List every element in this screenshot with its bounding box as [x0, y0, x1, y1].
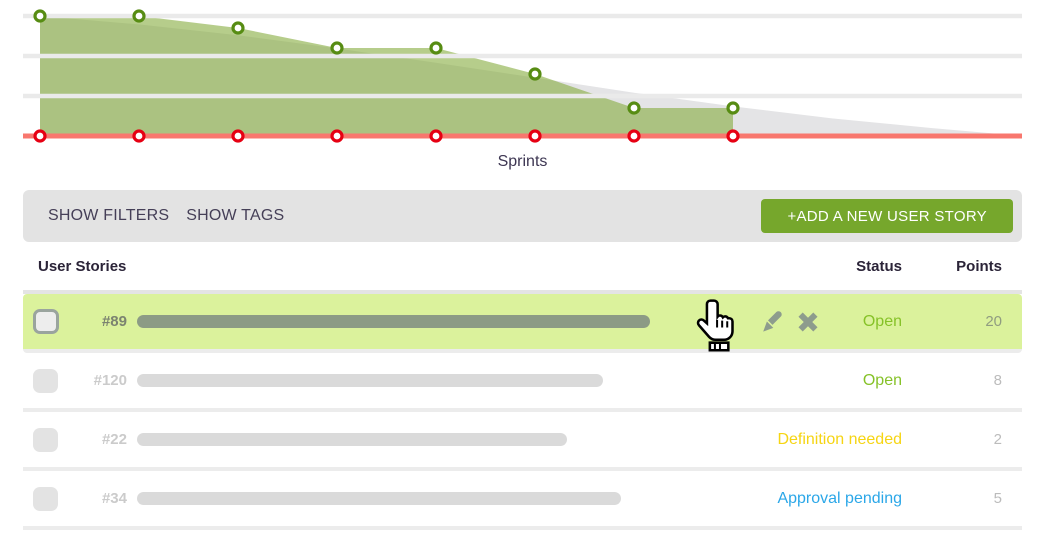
points-value: 2	[993, 431, 1002, 448]
column-header-status: Status	[856, 257, 902, 275]
row-checkbox[interactable]	[33, 368, 58, 393]
row-checkbox[interactable]	[33, 427, 58, 452]
points-value: 8	[993, 372, 1002, 389]
status-label[interactable]: Open	[862, 312, 902, 330]
edit-pencil-icon[interactable]	[760, 310, 784, 334]
story-title-placeholder-bar	[137, 315, 650, 328]
show-tags-button[interactable]: SHOW TAGS	[186, 207, 285, 224]
chart-x-axis-label: Sprints	[497, 153, 548, 170]
row-checkbox[interactable]	[33, 486, 58, 511]
column-header-points: Points	[956, 257, 1002, 275]
user-stories-table: User Stories Status Points #89 Open 20 #…	[23, 242, 1022, 530]
status-label[interactable]: Open	[862, 371, 902, 389]
toolbar: SHOW FILTERS SHOW TAGS +ADD A NEW USER S…	[23, 190, 1022, 242]
story-id: #34	[101, 490, 127, 507]
table-row[interactable]: #34 Approval pending 5	[23, 471, 1022, 530]
column-header-user-stories: User Stories	[38, 257, 127, 275]
table-row[interactable]: #22 Definition needed 2	[23, 412, 1022, 471]
burndown-chart: Sprints	[0, 0, 1045, 176]
story-id: #22	[101, 431, 127, 448]
points-value: 20	[985, 313, 1002, 330]
story-id: #120	[93, 372, 127, 389]
row-actions	[760, 294, 820, 349]
status-label[interactable]: Definition needed	[777, 430, 902, 448]
table-row[interactable]: #120 Open 8	[23, 353, 1022, 412]
points-value: 5	[993, 490, 1002, 507]
show-filters-button[interactable]: SHOW FILTERS	[48, 207, 170, 224]
story-title-placeholder-bar	[137, 492, 621, 505]
story-title-placeholder-bar	[137, 374, 603, 387]
table-row[interactable]: #89 Open 20	[23, 294, 1022, 353]
story-title-placeholder-bar	[137, 433, 567, 446]
row-checkbox[interactable]	[33, 309, 59, 334]
status-label[interactable]: Approval pending	[777, 489, 902, 507]
burndown-chart-canvas	[23, 9, 1022, 143]
delete-x-icon[interactable]	[796, 310, 820, 334]
table-header: User Stories Status Points	[23, 242, 1022, 294]
add-user-story-button[interactable]: +ADD A NEW USER STORY	[761, 199, 1013, 233]
story-id: #89	[101, 313, 127, 330]
